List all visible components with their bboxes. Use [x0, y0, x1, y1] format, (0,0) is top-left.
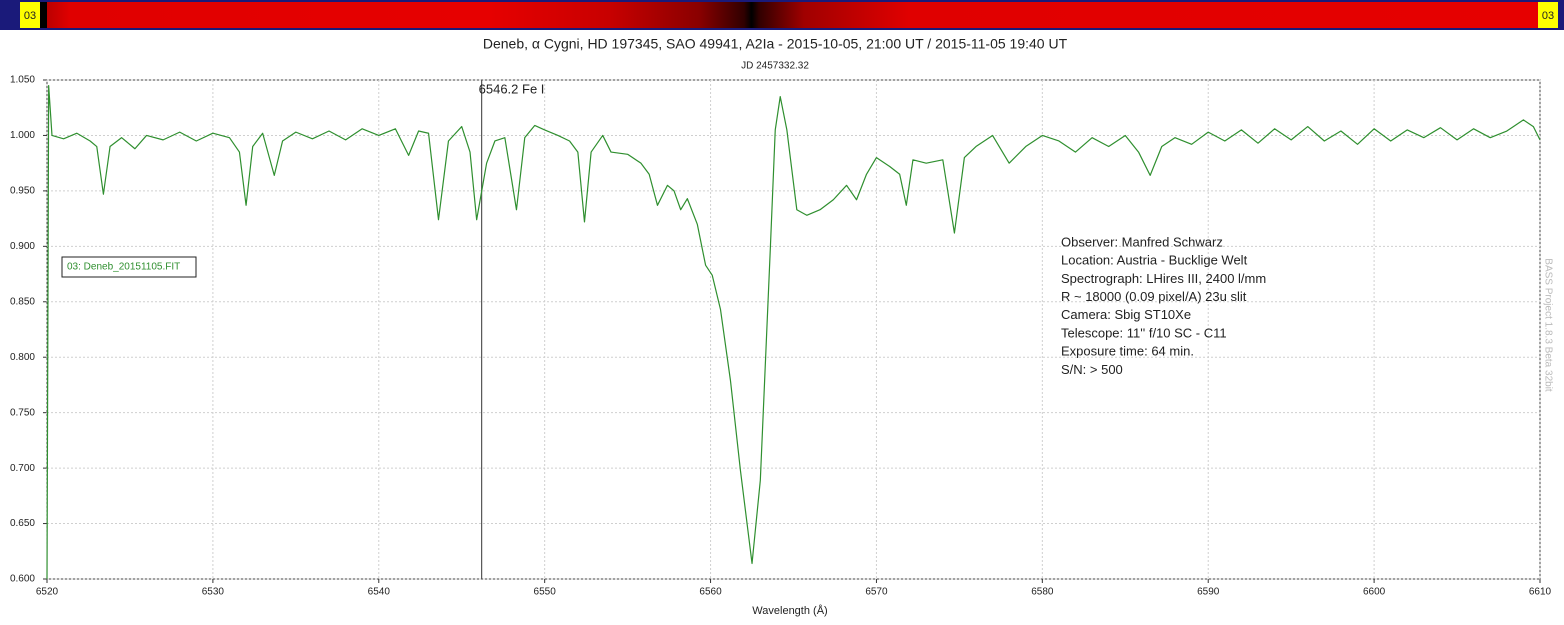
x-tick-label: 6570 — [865, 587, 888, 598]
strip-label-box — [1538, 2, 1558, 28]
info-line: Location: Austria - Bucklige Welt — [1061, 253, 1248, 268]
y-tick-label: 0.600 — [10, 574, 35, 585]
spectrum-strip — [40, 2, 1538, 28]
x-tick-label: 6530 — [202, 587, 225, 598]
legend-box — [61, 256, 197, 278]
y-tick-label: 0.750 — [10, 407, 35, 418]
x-tick-label: 6610 — [1529, 587, 1552, 598]
info-line: S/N: > 500 — [1061, 362, 1123, 377]
x-tick-label: 6560 — [699, 587, 722, 598]
y-tick-label: 0.650 — [10, 518, 35, 529]
x-tick-label: 6600 — [1363, 587, 1386, 598]
x-axis-label: Wavelength (Å) — [752, 604, 827, 617]
y-tick-label: 0.800 — [10, 352, 35, 363]
y-tick-label: 1.050 — [10, 75, 35, 86]
strip-label-box — [20, 2, 40, 28]
info-line: Observer: Manfred Schwarz — [1061, 234, 1223, 249]
spectrum-strip-edge — [40, 2, 47, 28]
x-tick-label: 6520 — [36, 587, 59, 598]
y-tick-label: 0.700 — [10, 463, 35, 474]
chart-subtitle: JD 2457332.32 — [741, 61, 809, 72]
y-tick-label: 1.000 — [10, 130, 35, 141]
x-tick-label: 6540 — [368, 587, 391, 598]
y-tick-label: 0.950 — [10, 186, 35, 197]
y-tick-label: 0.900 — [10, 241, 35, 252]
y-tick-label: 0.850 — [10, 296, 35, 307]
chart-title: Deneb, α Cygni, HD 197345, SAO 49941, A2… — [483, 36, 1068, 52]
info-line: Telescope: 11'' f/10 SC - C11 — [1061, 325, 1227, 340]
spectrum-line — [46, 84, 1541, 580]
watermark: BASS Project 1.8.3 Beta 32bit — [1542, 258, 1553, 392]
info-line: Exposure time: 64 min. — [1061, 344, 1194, 359]
strip-label: 03 — [1542, 10, 1554, 22]
info-line: Spectrograph: LHires III, 2400 l/mm — [1061, 271, 1266, 286]
x-tick-label: 6550 — [534, 587, 557, 598]
info-line: R ~ 18000 (0.09 pixel/A) 23u slit — [1061, 289, 1247, 304]
strip-label: 03 — [24, 10, 36, 22]
x-tick-label: 6580 — [1031, 587, 1054, 598]
marker-label: 6546.2 Fe I — [479, 81, 545, 96]
info-line: Camera: Sbig ST10Xe — [1061, 307, 1191, 322]
x-tick-label: 6590 — [1197, 587, 1220, 598]
plot-area — [46, 79, 1541, 580]
legend-label: 03: Deneb_20151105.FIT — [67, 262, 180, 273]
